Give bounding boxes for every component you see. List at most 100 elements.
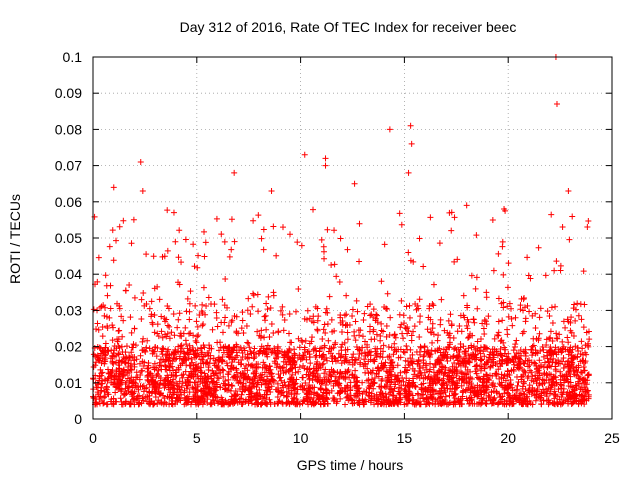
data-point	[526, 308, 533, 315]
data-point	[288, 391, 295, 398]
data-point	[136, 360, 143, 367]
data-point	[267, 399, 274, 406]
data-point	[170, 209, 177, 216]
data-point	[328, 316, 335, 323]
data-point	[361, 356, 368, 363]
data-point	[562, 396, 569, 403]
data-point	[319, 336, 326, 343]
data-point	[439, 364, 446, 371]
data-point	[283, 350, 290, 357]
data-point	[128, 349, 135, 356]
data-point	[351, 332, 358, 339]
data-point	[580, 377, 587, 384]
data-point	[536, 314, 543, 321]
data-point	[99, 323, 106, 330]
data-point	[485, 392, 492, 399]
data-point	[470, 351, 477, 358]
data-point	[291, 384, 298, 391]
data-point	[567, 349, 574, 356]
data-point	[221, 238, 228, 245]
x-tick-label: 10	[293, 430, 309, 446]
data-point	[292, 401, 299, 408]
data-point	[130, 376, 137, 383]
data-point	[572, 382, 579, 389]
data-point	[130, 382, 137, 389]
data-point	[373, 350, 380, 357]
data-point	[475, 392, 482, 399]
data-point	[303, 356, 310, 363]
data-point	[444, 385, 451, 392]
data-point	[575, 312, 582, 319]
data-point	[467, 374, 474, 381]
data-point	[156, 391, 163, 398]
data-point	[262, 400, 269, 407]
data-point	[568, 355, 575, 362]
data-point	[151, 285, 158, 292]
data-point	[225, 322, 232, 329]
data-point	[471, 384, 478, 391]
data-point	[118, 386, 125, 393]
data-point	[377, 353, 384, 360]
data-point	[346, 374, 353, 381]
data-point	[364, 349, 371, 356]
data-point	[400, 312, 407, 319]
data-point	[218, 319, 225, 326]
data-point	[178, 345, 185, 352]
data-point	[153, 353, 160, 360]
data-point	[554, 401, 561, 408]
data-point	[228, 348, 235, 355]
data-point	[254, 328, 261, 335]
data-point	[352, 337, 359, 344]
data-point	[256, 332, 263, 339]
data-point	[557, 267, 564, 274]
data-point	[138, 368, 145, 375]
data-point	[564, 334, 571, 341]
data-point	[427, 214, 434, 221]
data-point	[244, 367, 251, 374]
data-point	[569, 213, 576, 220]
data-point	[318, 380, 325, 387]
data-point	[546, 348, 553, 355]
data-point	[116, 327, 123, 334]
data-point	[430, 302, 437, 309]
data-point	[547, 328, 554, 335]
data-point	[367, 380, 374, 387]
data-point	[277, 307, 284, 314]
data-point	[192, 302, 199, 309]
data-point	[499, 400, 506, 407]
data-point	[495, 366, 502, 373]
data-point	[521, 304, 528, 311]
data-point	[518, 373, 525, 380]
data-point	[231, 313, 238, 320]
data-point	[147, 370, 154, 377]
data-point	[213, 364, 220, 371]
data-point	[533, 387, 540, 394]
data-point	[144, 374, 151, 381]
data-point	[401, 349, 408, 356]
data-point	[134, 393, 141, 400]
data-point	[270, 329, 277, 336]
data-point	[403, 303, 410, 310]
data-point	[541, 371, 548, 378]
data-point	[373, 311, 380, 318]
data-point	[504, 368, 511, 375]
data-point	[378, 390, 385, 397]
data-point	[345, 359, 352, 366]
data-point	[274, 387, 281, 394]
data-point	[299, 374, 306, 381]
data-point	[480, 348, 487, 355]
data-point	[463, 202, 470, 209]
data-point	[99, 397, 106, 404]
data-point	[444, 357, 451, 364]
data-point	[195, 375, 202, 382]
data-point	[342, 401, 349, 408]
data-point	[281, 354, 288, 361]
data-point	[374, 319, 381, 326]
data-point	[560, 364, 567, 371]
data-point	[391, 385, 398, 392]
data-point	[122, 385, 129, 392]
data-point	[460, 312, 467, 319]
data-point	[164, 303, 171, 310]
data-point	[580, 351, 587, 358]
data-point	[293, 396, 300, 403]
